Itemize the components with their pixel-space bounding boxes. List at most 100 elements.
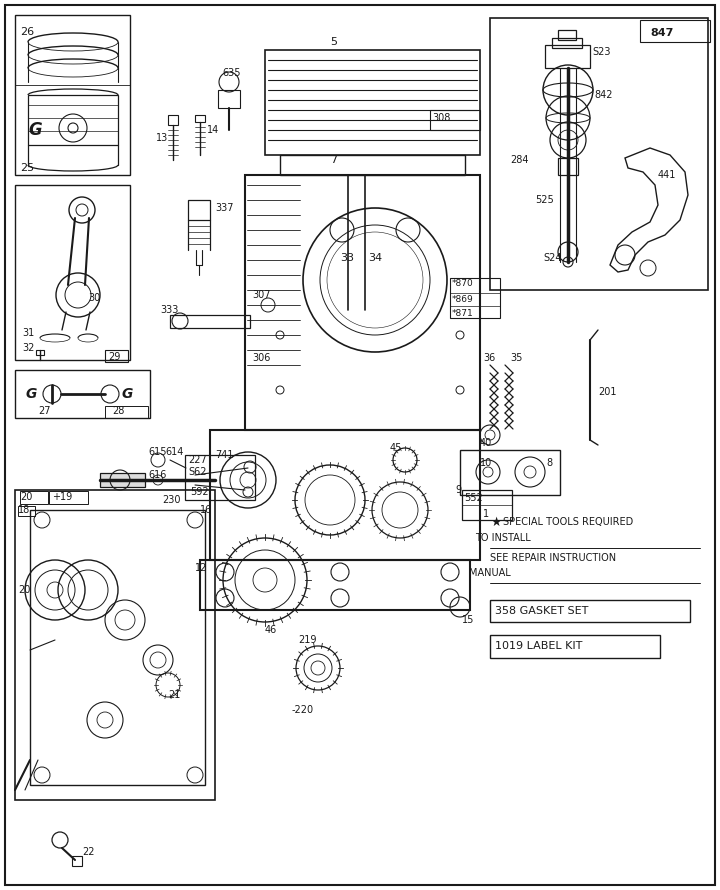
Text: 635: 635 [222, 68, 240, 78]
Bar [265, 50, 480, 155]
Bar [72, 856, 82, 866]
Text: 13: 13 [156, 133, 168, 143]
Text: 14: 14 [207, 125, 220, 135]
Bar [188, 200, 210, 220]
Text: 307: 307 [252, 290, 271, 300]
Text: 26: 26 [20, 27, 34, 37]
Bar [558, 30, 576, 40]
Text: 16: 16 [200, 505, 212, 515]
Text: 5: 5 [330, 37, 337, 47]
Bar [430, 110, 480, 130]
Text: 29: 29 [108, 352, 120, 362]
Text: 18: 18 [18, 505, 30, 515]
Text: 201: 201 [598, 387, 616, 397]
Text: 306: 306 [252, 353, 271, 363]
Bar [30, 510, 205, 785]
Text: TO INSTALL: TO INSTALL [475, 533, 531, 543]
Bar [36, 350, 44, 355]
Bar [28, 95, 118, 145]
Text: 525: 525 [535, 195, 554, 205]
Text: 25: 25 [20, 163, 34, 173]
Text: MANUAL: MANUAL [469, 568, 511, 578]
Text: 34: 34 [368, 253, 382, 263]
Text: 614: 614 [165, 447, 184, 457]
Text: *871: *871 [452, 309, 474, 318]
Bar [100, 473, 145, 487]
Text: 20: 20 [20, 492, 32, 502]
Text: 741: 741 [215, 450, 233, 460]
Text: 616: 616 [148, 470, 166, 480]
Text: 40: 40 [480, 438, 492, 448]
Bar [20, 491, 48, 504]
Text: 8: 8 [546, 458, 552, 468]
Bar [15, 370, 150, 418]
Text: 333: 333 [160, 305, 179, 315]
Text: S62: S62 [188, 467, 207, 477]
Bar [490, 635, 660, 658]
Text: 230: 230 [162, 495, 181, 505]
Bar [18, 506, 35, 516]
Text: 30: 30 [88, 293, 100, 303]
Bar [210, 430, 480, 560]
Text: 20: 20 [18, 585, 30, 595]
Text: G: G [25, 387, 37, 401]
Text: 15: 15 [462, 615, 474, 625]
Bar [552, 38, 582, 48]
Text: 10: 10 [480, 458, 492, 468]
Text: 337: 337 [215, 203, 233, 213]
Bar [105, 406, 148, 418]
Text: 842: 842 [594, 90, 613, 100]
Text: S24: S24 [543, 253, 562, 263]
Text: 358 GASKET SET: 358 GASKET SET [495, 606, 588, 616]
Text: 227: 227 [188, 455, 207, 465]
Text: G: G [28, 121, 42, 139]
Bar [105, 350, 128, 362]
Text: 12: 12 [195, 563, 207, 573]
Text: SPECIAL TOOLS REQUIRED: SPECIAL TOOLS REQUIRED [503, 517, 634, 527]
Text: ★: ★ [490, 515, 501, 529]
Bar [185, 455, 255, 500]
Bar [218, 90, 240, 108]
Bar [490, 18, 708, 290]
Text: 592: 592 [190, 487, 209, 497]
Text: 35: 35 [510, 353, 523, 363]
Text: 7: 7 [330, 155, 337, 165]
Text: +19: +19 [52, 492, 72, 502]
Text: 27: 27 [38, 406, 50, 416]
Bar [460, 450, 560, 495]
Text: -220: -220 [292, 705, 314, 715]
Bar [640, 20, 710, 42]
Bar [168, 115, 178, 125]
Text: 284: 284 [510, 155, 528, 165]
Bar [170, 315, 250, 328]
Text: 615: 615 [148, 447, 166, 457]
Text: 33: 33 [340, 253, 354, 263]
Bar [15, 185, 130, 360]
Bar [200, 560, 470, 610]
Text: 46: 46 [265, 625, 277, 635]
Text: G: G [122, 387, 133, 401]
Text: 22: 22 [82, 847, 94, 857]
Bar [15, 15, 130, 175]
Bar [280, 155, 465, 175]
Text: 1: 1 [483, 509, 489, 519]
Text: 308: 308 [432, 113, 451, 123]
Bar [558, 158, 578, 175]
Text: S23: S23 [592, 47, 611, 57]
Bar [545, 45, 590, 68]
Text: 552: 552 [464, 493, 482, 503]
Bar [462, 490, 512, 520]
Bar [450, 278, 500, 318]
Text: SEE REPAIR INSTRUCTION: SEE REPAIR INSTRUCTION [490, 553, 616, 563]
Text: 219: 219 [298, 635, 317, 645]
Bar [195, 115, 205, 122]
Text: 45: 45 [390, 443, 402, 453]
Bar [15, 490, 215, 800]
Text: 31: 31 [22, 328, 35, 338]
Text: 28: 28 [112, 406, 125, 416]
Text: 441: 441 [658, 170, 676, 180]
Text: 32: 32 [22, 343, 35, 353]
Text: *869: *869 [452, 295, 474, 303]
Bar [49, 491, 88, 504]
Text: *870: *870 [452, 279, 474, 288]
